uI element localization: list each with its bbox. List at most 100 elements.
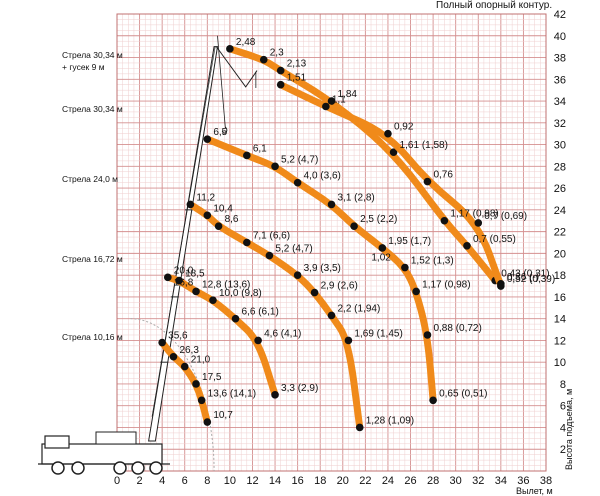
- data-label: 3,1 (2,8): [338, 192, 375, 203]
- data-point: [350, 222, 358, 230]
- data-label: 0,92: [394, 122, 414, 133]
- data-point: [423, 177, 432, 186]
- data-label: 4,6 (4,1): [264, 328, 301, 339]
- y-tick-label: 24: [554, 205, 566, 217]
- x-tick-label: 8: [204, 475, 210, 487]
- boom-label: Стрела 10,16 м: [62, 332, 123, 342]
- x-tick-label: 6: [182, 475, 188, 487]
- contour-title: Полный опорный контур.: [436, 0, 552, 11]
- data-label: 6,6 (6,1): [242, 307, 279, 318]
- data-label: 4,0 (3,6): [304, 171, 341, 182]
- data-label: 10,7: [213, 410, 233, 421]
- x-tick-label: 26: [404, 475, 416, 487]
- data-point: [310, 288, 319, 297]
- x-tick-label: 22: [359, 475, 371, 487]
- x-axis-label: Вылет, м: [516, 486, 553, 496]
- boom-label: Стрела 24,0 м: [62, 174, 118, 184]
- y-tick-label: 20: [554, 248, 566, 260]
- data-label: 12,8 (13,6): [202, 279, 250, 290]
- jib: [215, 46, 258, 88]
- hook: [221, 126, 228, 134]
- data-label: 26,3: [179, 345, 199, 356]
- wheel: [131, 461, 145, 475]
- x-tick-label: 32: [472, 475, 484, 487]
- data-point: [203, 135, 212, 143]
- data-label: 2,5 (2,2): [360, 214, 397, 225]
- data-point: [384, 129, 392, 138]
- boom-label: Стрела 16,72 м: [62, 254, 123, 264]
- y-tick-label: 42: [554, 9, 566, 21]
- data-label: 1,1: [332, 94, 346, 105]
- y-tick-label: 34: [554, 96, 566, 108]
- data-point: [254, 336, 262, 345]
- load-curve: [277, 81, 505, 289]
- x-tick-label: 20: [337, 475, 349, 487]
- data-point: [265, 251, 274, 260]
- y-tick-label: 12: [554, 335, 566, 347]
- data-point: [429, 396, 437, 405]
- data-label: 1,61 (1,58): [400, 140, 448, 151]
- data-point: [401, 263, 409, 272]
- data-label: 7,1 (6,6): [253, 231, 290, 242]
- turret: [95, 431, 137, 445]
- data-point: [169, 352, 178, 361]
- data-point: [209, 296, 217, 304]
- wheel: [113, 461, 127, 475]
- x-tick-label: 10: [224, 475, 236, 487]
- y-tick-label: 22: [554, 227, 566, 239]
- data-label: 1,17 (0,98): [450, 209, 498, 220]
- y-tick-label: 16: [554, 292, 566, 304]
- data-label: 13,6 (14,1): [208, 388, 256, 399]
- data-label: 0,7 (0,69): [484, 211, 527, 222]
- data-label: 1,51: [287, 73, 307, 84]
- x-tick-label: 34: [495, 475, 507, 487]
- data-point: [180, 362, 189, 371]
- x-tick-label: 12: [246, 475, 258, 487]
- load-curve: [164, 273, 279, 399]
- data-label: 1,28 (1,09): [366, 415, 414, 426]
- data-label: 6,5: [213, 127, 227, 138]
- y-tick-label: 40: [554, 31, 566, 43]
- data-label: 1,95 (1,7): [388, 236, 431, 247]
- data-point: [355, 423, 364, 432]
- data-point: [322, 102, 330, 111]
- data-label: 11,2: [196, 192, 215, 203]
- wheel: [51, 461, 65, 475]
- y-tick-label: 2: [560, 444, 566, 456]
- data-point: [192, 287, 200, 296]
- swing-radius-arc: [130, 318, 215, 472]
- data-point: [327, 200, 336, 209]
- data-point: [186, 200, 195, 209]
- x-tick-label: 2: [137, 475, 143, 487]
- axis-ticks: 0 2 4 6 8 10 12 14 16 18 20 22 24 26 28 30 32 34 36 3824681…: [114, 9, 566, 487]
- x-tick-label: 36: [517, 475, 529, 487]
- x-tick-label: 30: [450, 475, 462, 487]
- data-point: [327, 97, 336, 105]
- x-tick-label: 4: [159, 475, 165, 487]
- boom-label: Стрела 30,34 м: [62, 50, 123, 60]
- data-point: [164, 273, 172, 282]
- data-label: 1,17 (0,98): [422, 279, 470, 290]
- x-tick-label: 24: [382, 475, 394, 487]
- y-tick-label: 8: [560, 379, 566, 391]
- data-point: [412, 287, 420, 296]
- y-tick-label: 30: [554, 140, 566, 152]
- point-labels: 2,482,32,131,841,61 (1,58)1,17 (0,98)0,7…: [168, 37, 555, 427]
- y-tick-label: 38: [554, 53, 566, 65]
- y-tick-label: 28: [554, 161, 566, 173]
- data-label: 0,52 (0,39): [507, 274, 555, 285]
- data-label: 1,69 (1,45): [354, 328, 402, 339]
- data-point: [497, 280, 505, 288]
- data-point: [378, 244, 387, 252]
- data-point: [197, 396, 206, 405]
- y-tick-label: 18: [554, 270, 566, 282]
- data-point: [276, 80, 285, 89]
- plot-frame: [116, 13, 547, 472]
- data-point: [175, 276, 183, 285]
- data-point: [389, 148, 398, 156]
- data-point: [276, 66, 285, 75]
- data-label: 5,2 (4,7): [275, 244, 312, 255]
- data-label: 3,3 (2,9): [281, 383, 318, 394]
- data-point: [214, 222, 223, 230]
- data-point: [327, 311, 336, 320]
